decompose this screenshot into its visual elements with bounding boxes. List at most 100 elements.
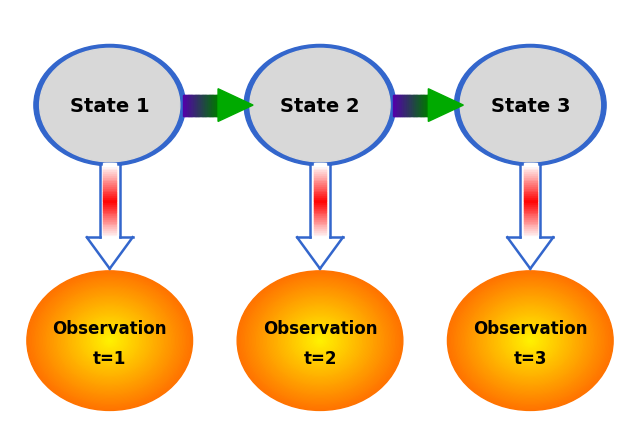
Bar [524,184,537,187]
Ellipse shape [313,335,327,346]
Ellipse shape [108,340,111,342]
Ellipse shape [251,283,389,399]
Ellipse shape [499,314,562,367]
Ellipse shape [33,276,187,406]
Ellipse shape [275,303,365,379]
Ellipse shape [486,304,575,378]
Bar [524,175,537,177]
Bar [190,95,191,116]
Ellipse shape [81,317,139,365]
Bar [210,95,211,116]
Ellipse shape [529,340,532,342]
Ellipse shape [305,328,335,353]
Ellipse shape [479,298,581,384]
Bar [314,202,326,205]
Text: Observation: Observation [263,319,377,337]
Bar [103,193,116,196]
Bar [419,95,420,116]
Ellipse shape [306,329,334,353]
Bar [420,95,421,116]
Bar [524,177,537,179]
Ellipse shape [250,49,390,162]
Ellipse shape [294,319,346,363]
Ellipse shape [63,301,157,380]
Ellipse shape [46,287,173,394]
Ellipse shape [282,308,358,373]
Bar [103,180,116,183]
Bar [404,95,405,116]
Text: Observation: Observation [52,319,167,337]
Bar [409,95,410,116]
Bar [103,177,116,179]
Ellipse shape [44,285,176,396]
Ellipse shape [452,275,609,407]
Ellipse shape [292,318,348,364]
Bar [103,204,116,207]
Bar [192,95,193,116]
Ellipse shape [513,326,548,356]
Ellipse shape [36,279,183,403]
Ellipse shape [316,337,324,344]
Bar [314,222,326,225]
Ellipse shape [248,280,392,401]
Ellipse shape [257,287,383,394]
Ellipse shape [34,46,186,166]
Ellipse shape [515,328,545,353]
Ellipse shape [280,307,360,374]
Ellipse shape [516,329,544,353]
Ellipse shape [460,49,600,162]
Bar [520,165,540,238]
Bar [103,224,116,227]
Bar [314,204,326,207]
Text: Observation: Observation [473,319,588,337]
Ellipse shape [476,296,584,386]
Bar [524,233,537,236]
Bar [103,209,116,212]
Bar [200,95,201,116]
Bar [399,95,401,116]
Bar [314,230,326,232]
Bar [184,95,186,116]
Ellipse shape [526,337,534,344]
Ellipse shape [61,300,158,381]
Ellipse shape [107,339,113,343]
Ellipse shape [243,276,397,406]
Bar [524,211,537,214]
Bar [185,95,186,116]
Bar [204,95,205,116]
Ellipse shape [525,336,536,346]
Bar [405,95,406,116]
Bar [211,95,212,116]
Bar [524,224,537,227]
Bar [524,202,537,205]
Ellipse shape [287,313,353,369]
Bar [196,95,198,116]
Ellipse shape [519,332,541,350]
Ellipse shape [90,325,129,357]
Bar [524,182,537,185]
Ellipse shape [458,280,602,401]
Ellipse shape [268,297,372,385]
Bar [314,187,326,190]
Bar [419,95,420,116]
Ellipse shape [454,46,606,166]
Ellipse shape [474,293,587,389]
Bar [202,95,204,116]
Bar [410,95,411,116]
Ellipse shape [34,277,186,405]
Ellipse shape [262,292,378,390]
Bar [103,220,116,223]
Ellipse shape [82,318,138,364]
Bar [314,171,326,174]
Bar [421,95,422,116]
Ellipse shape [314,336,326,346]
Ellipse shape [276,304,364,378]
Ellipse shape [106,337,114,344]
Bar [404,95,406,116]
Bar [205,95,207,116]
Ellipse shape [317,339,323,343]
Ellipse shape [260,291,380,391]
Bar [103,217,116,219]
Ellipse shape [308,330,332,351]
Bar [314,226,326,229]
